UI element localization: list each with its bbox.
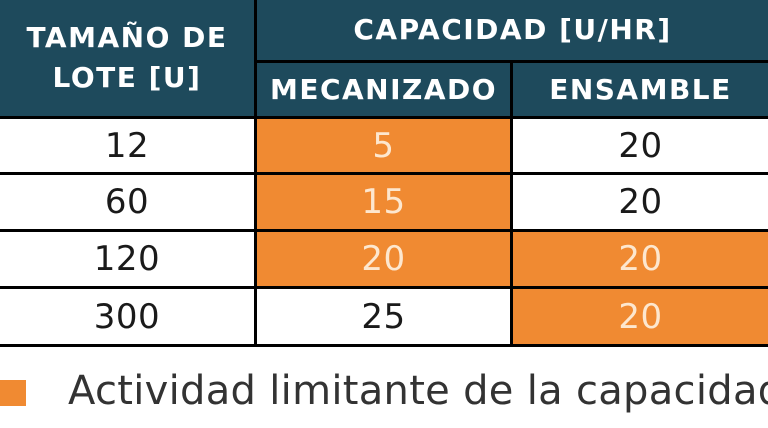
legend-label: Actividad limitante de la capacidad	[68, 368, 768, 414]
row-2-machining: 15	[257, 175, 510, 229]
row-2-assembly: 20	[513, 175, 768, 229]
header-machining: MECANIZADO	[257, 63, 510, 116]
row-4-assembly: 20	[513, 289, 768, 344]
row-4-machining: 25	[257, 289, 510, 344]
row-3-assembly: 20	[513, 232, 768, 286]
row-2-lot: 60	[0, 175, 254, 229]
row-1-machining: 5	[257, 119, 510, 172]
header-assembly: ENSAMBLE	[513, 63, 768, 116]
header-lot-size: TAMAÑO DE LOTE [U]	[0, 0, 254, 116]
row-3-lot: 120	[0, 232, 254, 286]
row-3-machining: 20	[257, 232, 510, 286]
row-1-assembly: 20	[513, 119, 768, 172]
row-4-lot: 300	[0, 289, 254, 344]
header-capacity: CAPACIDAD [U/HR]	[257, 0, 768, 60]
legend-swatch	[0, 380, 26, 406]
row-1-lot: 12	[0, 119, 254, 172]
capacity-table: TAMAÑO DE LOTE [U] CAPACIDAD [U/HR] MECA…	[0, 0, 768, 347]
